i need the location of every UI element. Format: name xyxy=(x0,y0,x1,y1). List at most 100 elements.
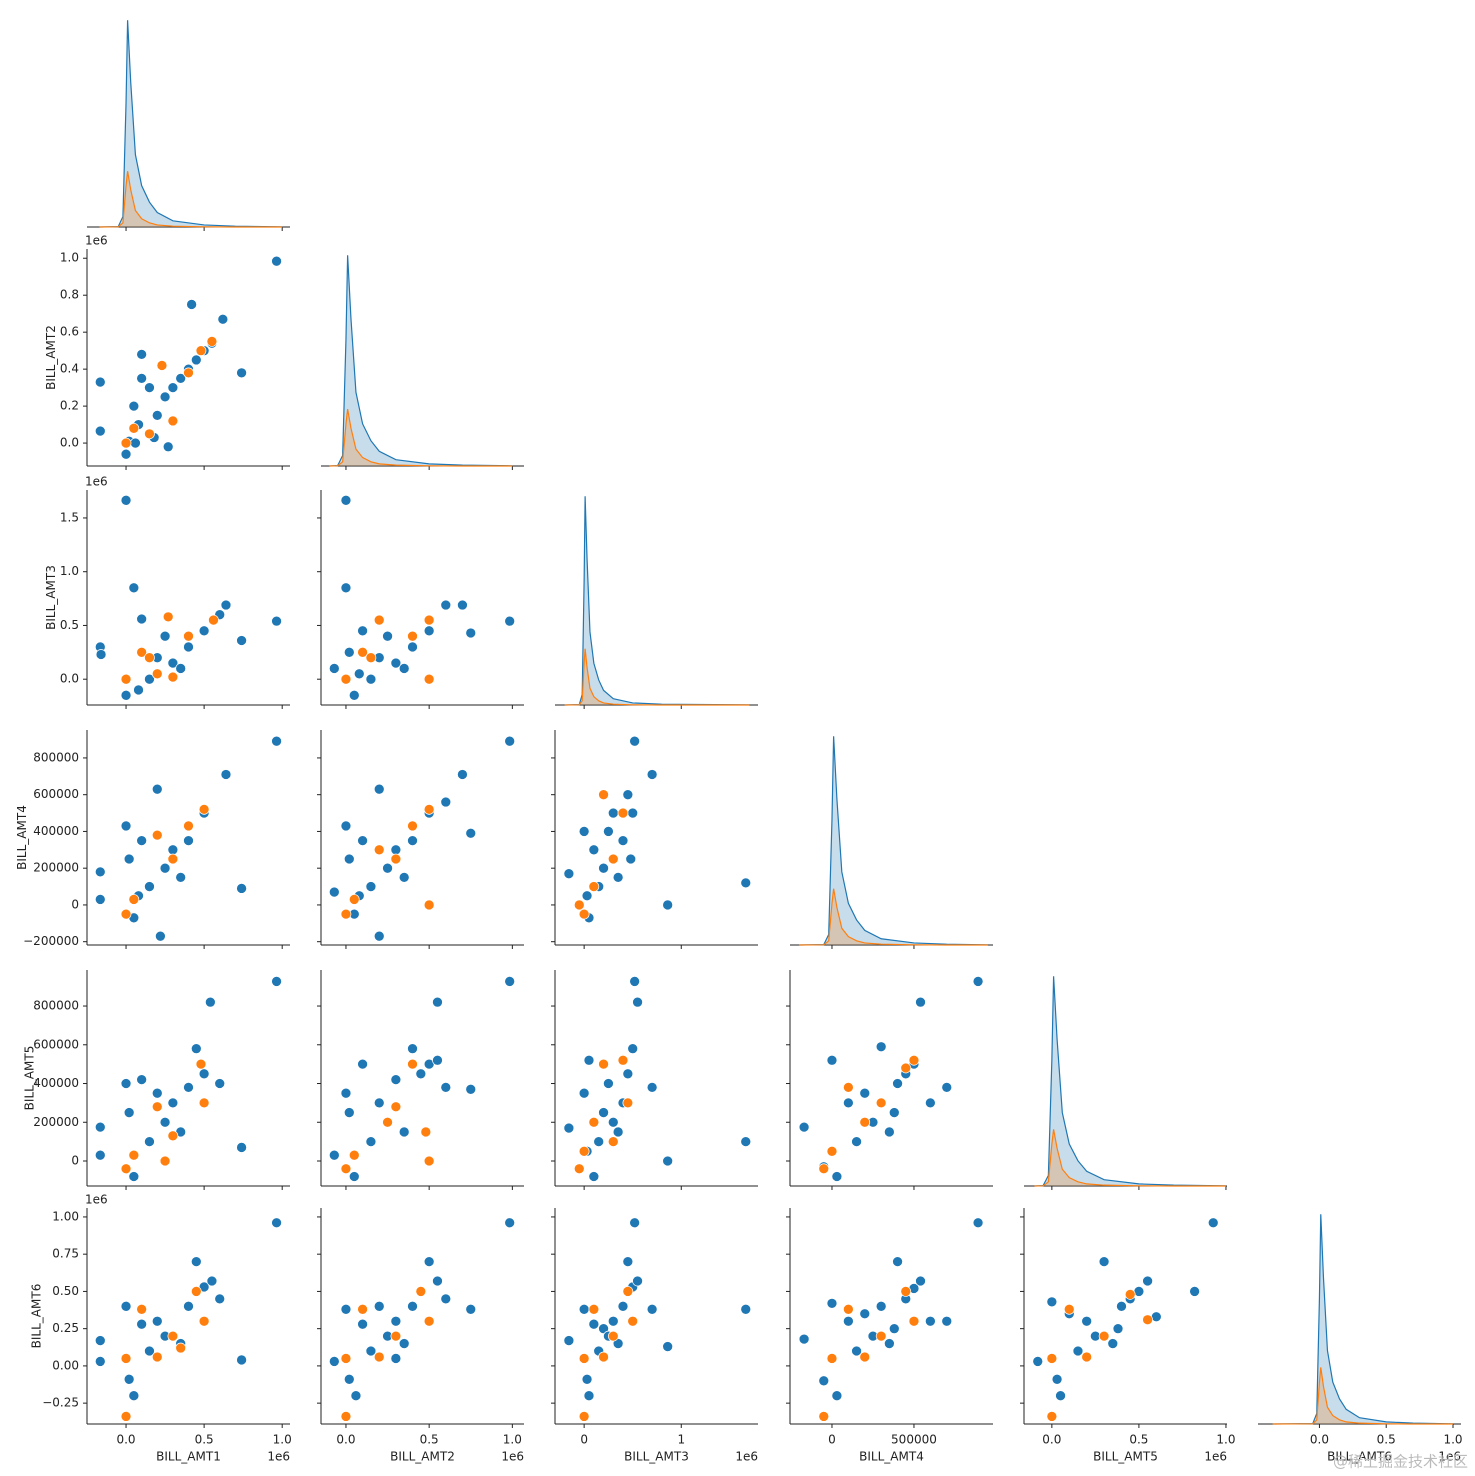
scatter-point xyxy=(198,1068,210,1080)
scatter-point xyxy=(144,428,155,440)
scatter-point xyxy=(136,349,148,360)
x-axis-label: BILL_AMT1 xyxy=(156,1450,221,1464)
scatter-point xyxy=(598,1323,609,1335)
scatter-point xyxy=(407,835,418,846)
scatter-point xyxy=(617,807,629,819)
scatter-point xyxy=(340,1163,352,1175)
scatter-point xyxy=(136,613,148,625)
scatter-point xyxy=(888,1107,900,1118)
scatter-point xyxy=(94,866,106,878)
scatter-point xyxy=(423,1155,435,1167)
scatter-point xyxy=(573,1163,585,1175)
scatter-point xyxy=(1098,1256,1110,1267)
scatter-point xyxy=(328,886,340,898)
scatter-point xyxy=(328,1356,340,1367)
scatter-point xyxy=(206,336,218,347)
scatter-point xyxy=(214,1293,226,1305)
x-tick-label: 0.5 xyxy=(420,1433,439,1447)
scatter-point xyxy=(818,1411,830,1422)
scatter-point xyxy=(365,1136,377,1147)
scatter-point xyxy=(581,890,593,902)
scatter-point xyxy=(340,494,352,506)
scatter-point xyxy=(617,835,629,846)
scatter-point xyxy=(598,1351,609,1363)
kde-area xyxy=(1034,976,1226,1186)
scatter-point xyxy=(390,657,402,669)
kde-line xyxy=(564,496,750,706)
scatter-point xyxy=(915,996,926,1008)
scatter-point xyxy=(373,783,385,795)
scatter-point xyxy=(195,1058,207,1070)
y-tick-label: 0.8 xyxy=(60,288,79,302)
scatter-point xyxy=(432,996,443,1008)
scatter-point xyxy=(617,1054,629,1066)
kde-area xyxy=(564,496,750,705)
kde-line xyxy=(1272,1367,1453,1425)
scatter-point xyxy=(167,844,179,856)
scatter-point xyxy=(859,1116,871,1128)
scatter-point xyxy=(162,441,174,453)
scatter-point xyxy=(662,899,674,911)
x-offset: 1e6 xyxy=(1204,1450,1227,1464)
x-offset: 1e6 xyxy=(735,1450,758,1464)
scatter-point xyxy=(1142,1275,1153,1287)
scatter-point xyxy=(1046,1353,1058,1364)
scatter-point xyxy=(382,862,393,874)
x-offset: 1e6 xyxy=(267,1450,290,1464)
scatter-point xyxy=(465,627,477,639)
scatter-point xyxy=(133,684,144,696)
scatter-point xyxy=(382,630,393,642)
scatter-point xyxy=(186,299,197,310)
scatter-point xyxy=(607,853,619,865)
scatter-point xyxy=(159,391,171,403)
scatter-point xyxy=(851,1345,862,1357)
scatter-point xyxy=(128,422,140,434)
x-axis-label: BILL_AMT4 xyxy=(859,1450,924,1464)
scatter-point xyxy=(1112,1323,1124,1335)
kde-area xyxy=(564,648,750,705)
scatter-point xyxy=(128,1171,140,1182)
scatter-point xyxy=(465,1303,477,1315)
y-offset: 1e6 xyxy=(85,1193,108,1207)
scatter-point xyxy=(578,1303,590,1315)
scatter-point xyxy=(167,1097,179,1109)
watermark: @稀土掘金技术社区 xyxy=(1333,1453,1468,1471)
scatter-point xyxy=(144,673,155,685)
scatter-point xyxy=(167,415,179,427)
scatter-point xyxy=(398,1338,410,1349)
scatter-point xyxy=(120,1163,132,1175)
scatter-point xyxy=(1081,1351,1093,1363)
scatter-point xyxy=(95,649,107,660)
y-tick-label: 600000 xyxy=(33,1037,79,1051)
scatter-point xyxy=(627,807,639,819)
scatter-point xyxy=(598,1107,609,1118)
scatter-point xyxy=(629,976,640,987)
scatter-point xyxy=(504,735,516,747)
y-tick-label: 0.00 xyxy=(52,1358,79,1372)
scatter-point xyxy=(390,853,402,865)
scatter-point xyxy=(183,367,194,379)
scatter-point xyxy=(128,400,140,412)
scatter-point xyxy=(357,625,368,637)
scatter-point xyxy=(1046,1411,1058,1422)
scatter-point xyxy=(908,1054,920,1066)
scatter-point xyxy=(859,1351,871,1363)
x-tick-label: 0.5 xyxy=(1377,1433,1396,1447)
scatter-point xyxy=(190,1043,202,1055)
scatter-point xyxy=(144,881,155,892)
x-axis-label: BILL_AMT3 xyxy=(624,1450,689,1464)
scatter-point xyxy=(603,826,614,837)
scatter-point xyxy=(875,1300,887,1312)
scatter-point xyxy=(818,1375,830,1387)
scatter-point xyxy=(236,635,247,646)
scatter-point xyxy=(1107,1338,1119,1349)
scatter-point xyxy=(156,360,168,371)
scatter-point xyxy=(407,641,418,653)
scatter-point xyxy=(159,1155,171,1167)
scatter-point xyxy=(175,373,187,384)
scatter-point xyxy=(220,599,232,611)
x-tick-label: 0.5 xyxy=(195,1433,214,1447)
x-tick-label: 0.0 xyxy=(1042,1433,1061,1447)
scatter-point xyxy=(214,1078,226,1089)
